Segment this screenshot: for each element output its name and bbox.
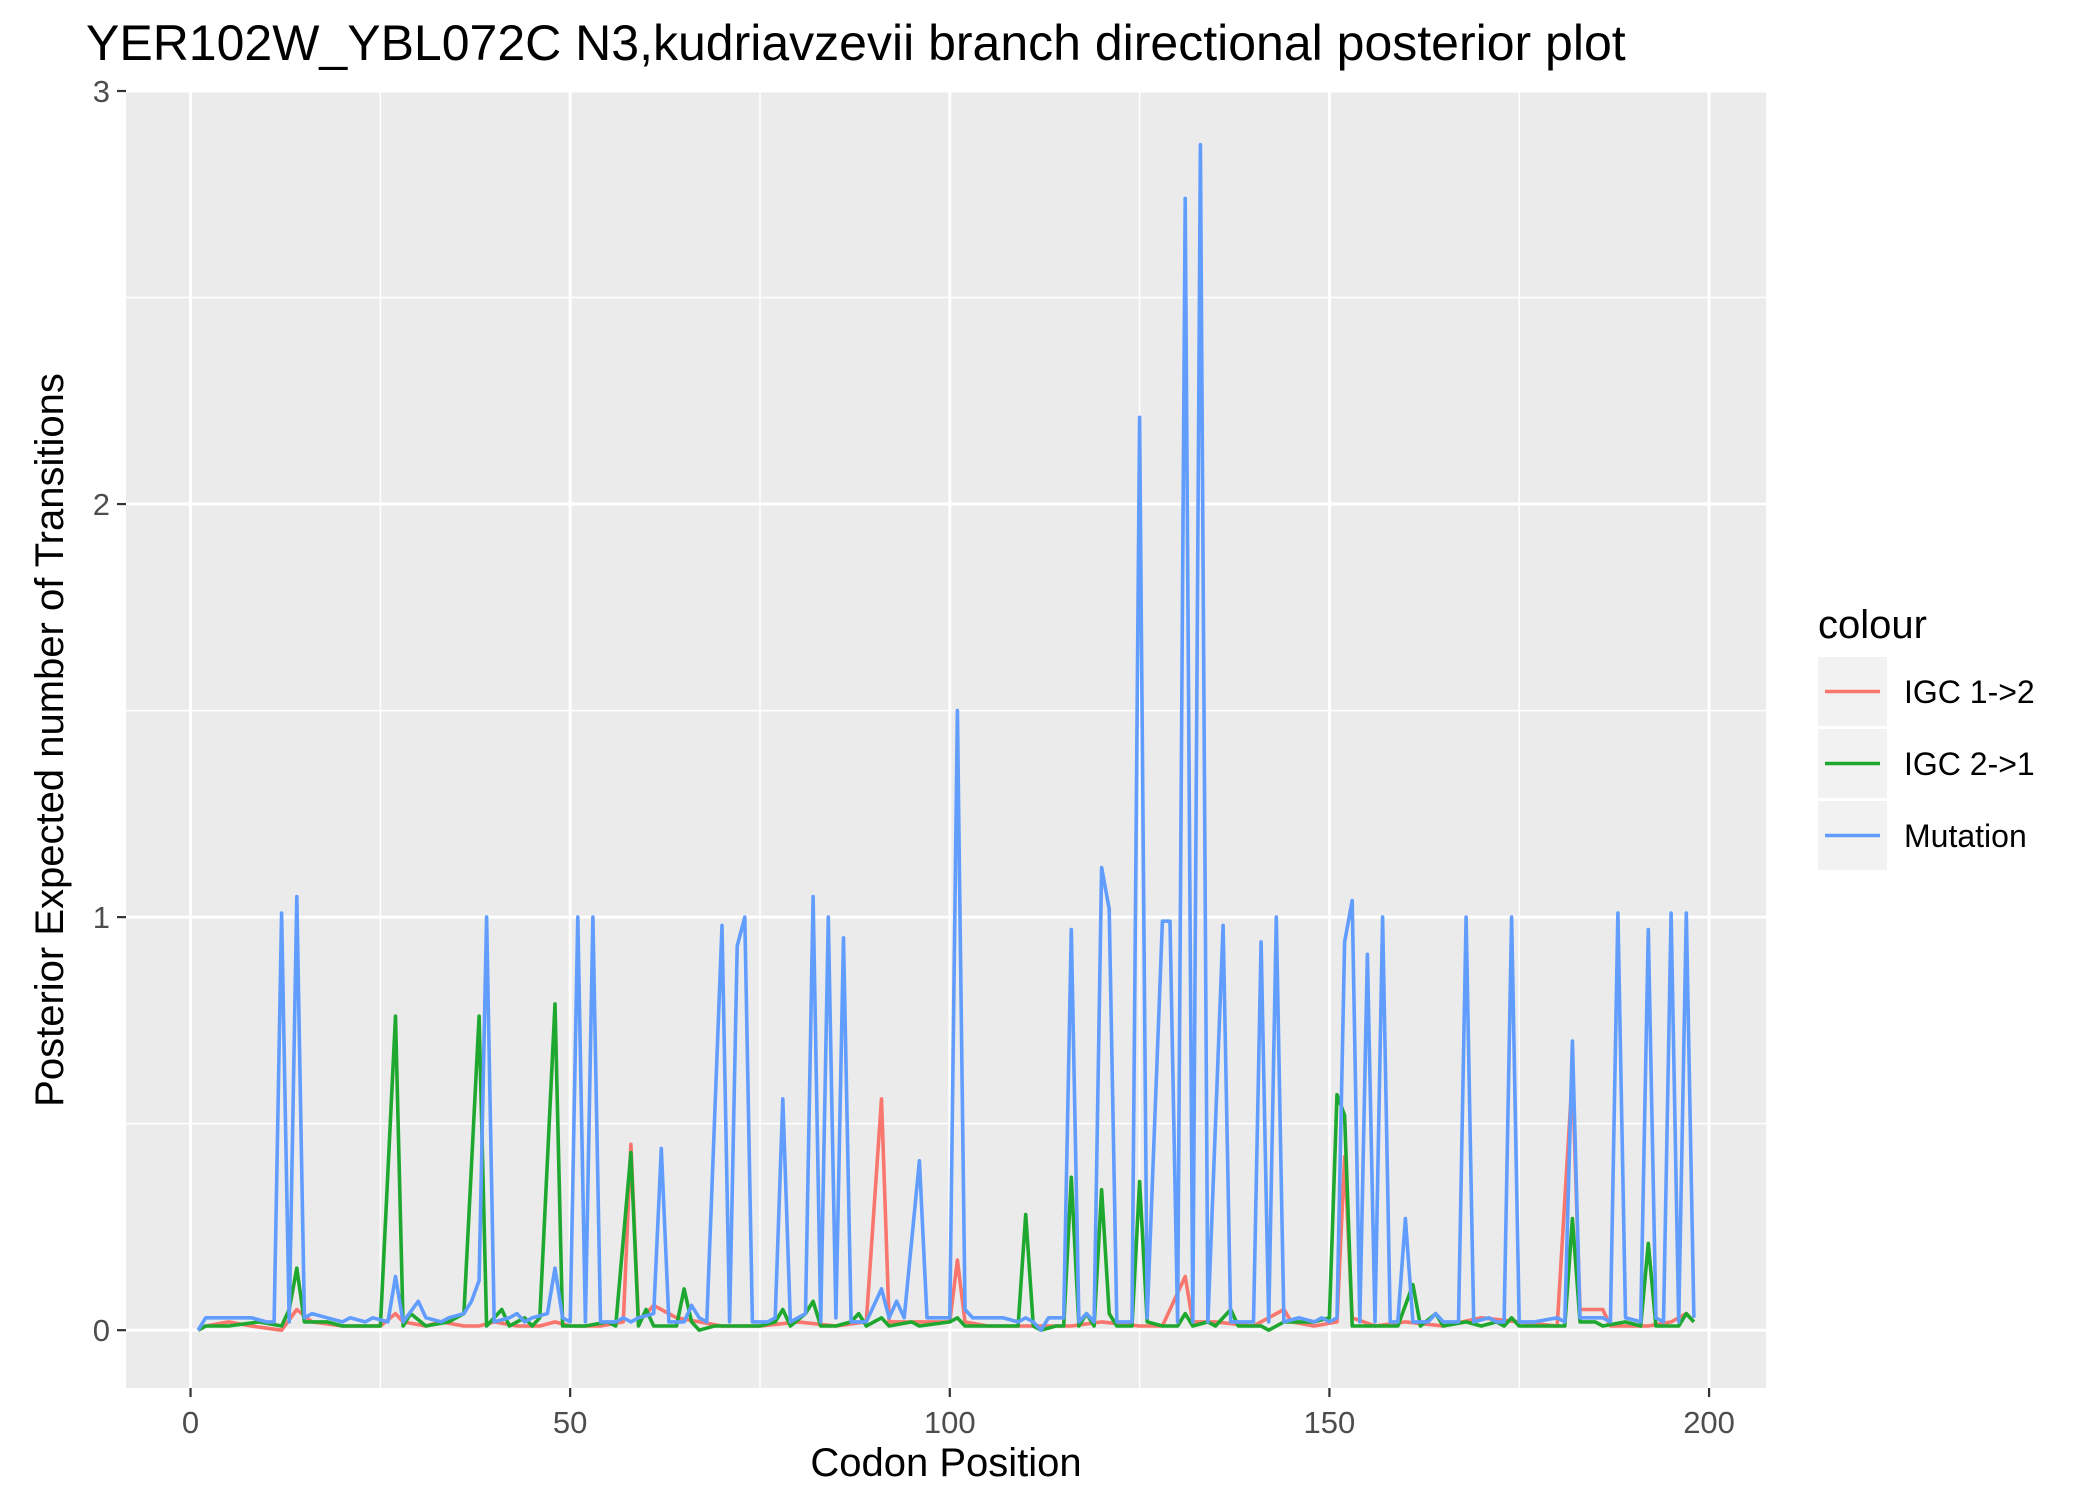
legend-item: IGC 1->2 bbox=[1818, 657, 2035, 726]
y-axis: 0 1 2 3 bbox=[93, 74, 126, 1348]
plot-panel bbox=[126, 91, 1766, 1388]
x-tick-label: 50 bbox=[553, 1405, 587, 1440]
legend: colour IGC 1->2 IGC 2->1 Mutation bbox=[1818, 603, 2035, 870]
x-tick-label: 150 bbox=[1304, 1405, 1356, 1440]
series-lines bbox=[196, 142, 1696, 1332]
y-tick-label: 0 bbox=[93, 1313, 110, 1348]
x-tick-label: 0 bbox=[182, 1405, 199, 1440]
legend-item: IGC 2->1 bbox=[1818, 729, 2035, 798]
y-axis-title: Posterior Expected number of Transitions bbox=[28, 373, 72, 1107]
x-axis: 0 50 100 150 200 bbox=[182, 1388, 1735, 1440]
legend-items: IGC 1->2 IGC 2->1 Mutation bbox=[1818, 657, 2035, 870]
series-line-mutation bbox=[196, 142, 1696, 1332]
legend-label: IGC 1->2 bbox=[1904, 674, 2035, 710]
legend-label: Mutation bbox=[1904, 818, 2027, 854]
major-gridlines bbox=[126, 89, 1766, 1388]
series-line-igc-2-1 bbox=[197, 1002, 1696, 1332]
x-tick-label: 100 bbox=[924, 1405, 976, 1440]
x-axis-title: Codon Position bbox=[810, 1441, 1081, 1485]
x-tick-label: 200 bbox=[1683, 1405, 1735, 1440]
y-tick-label: 3 bbox=[93, 74, 110, 109]
y-tick-label: 2 bbox=[93, 487, 110, 522]
y-tick-label: 1 bbox=[93, 900, 110, 935]
chart-title: YER102W_YBL072C N3,kudriavzevii branch d… bbox=[86, 15, 1626, 71]
legend-label: IGC 2->1 bbox=[1904, 746, 2035, 782]
legend-title: colour bbox=[1818, 603, 1927, 647]
legend-item: Mutation bbox=[1818, 801, 2027, 870]
